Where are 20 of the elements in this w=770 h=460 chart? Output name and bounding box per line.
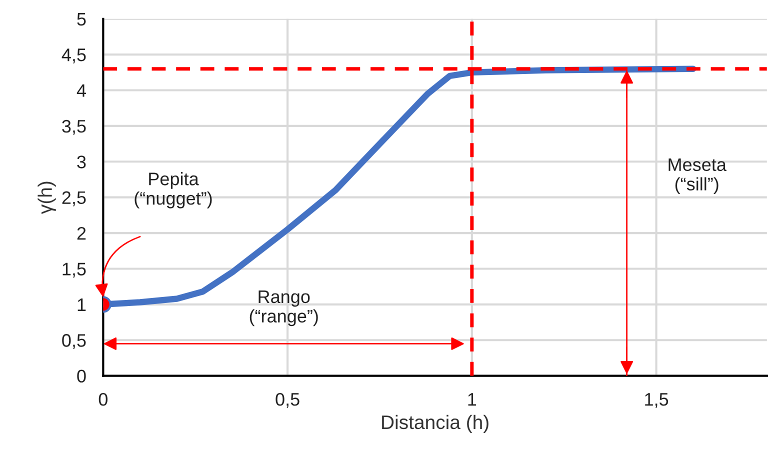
y-axis-title: γ(h) — [38, 182, 56, 214]
y-tick-label: 4 — [76, 84, 86, 97]
y-tick-label: 2 — [77, 226, 86, 240]
annotation: Rango (“range”) — [250, 290, 318, 326]
x-tick-label: 0 — [98, 392, 108, 406]
annotation: Pepita (“nugget”) — [134, 172, 212, 208]
x-tick-label: 1 — [468, 393, 476, 406]
x-tick-label: 0,5 — [276, 392, 300, 408]
y-tick-label: 0 — [77, 370, 86, 383]
y-tick-label: 0,5 — [62, 334, 86, 349]
y-tick-label: 3,5 — [62, 120, 86, 135]
y-tick-label: 3 — [77, 156, 86, 168]
x-axis-title: Distancia (h) — [382, 414, 488, 433]
annotation: Meseta (“sill”) — [668, 158, 726, 194]
y-tick-label: 4,5 — [62, 48, 86, 64]
y-tick-label: 1,5 — [62, 262, 86, 278]
y-tick-label: 5 — [77, 12, 86, 26]
x-tick-label: 1,5 — [645, 393, 668, 408]
y-tick-label: 1 — [78, 298, 86, 311]
y-tick-label: 2,5 — [62, 191, 86, 206]
